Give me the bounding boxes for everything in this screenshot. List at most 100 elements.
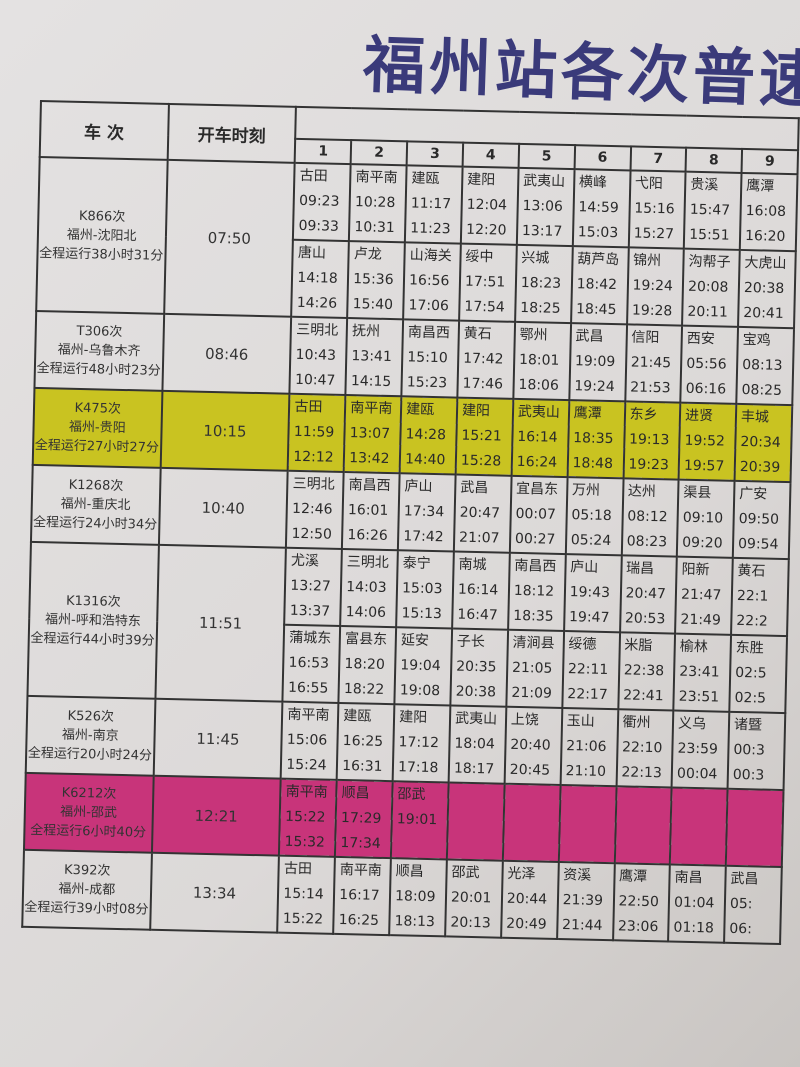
stop-station: 南昌 — [674, 869, 703, 887]
stop-station — [453, 784, 503, 810]
stop-arrival: 15:10 — [407, 349, 448, 367]
stop-departure: 11:23 — [410, 220, 451, 238]
stop-departure: 12:20 — [465, 221, 507, 239]
stop-cell: 南平南 15:22 15:32 — [279, 778, 337, 857]
stop-station: 三明北 — [292, 475, 335, 493]
stop-cell: 鹰潭 18:35 18:48 — [567, 400, 625, 479]
stop-departure: 17:46 — [462, 375, 504, 393]
stop-departure: 01:18 — [673, 919, 715, 937]
stop-station: 邵武 — [451, 864, 480, 882]
stop-station: 三明北 — [346, 554, 389, 572]
stop-station: 尤溪 — [290, 552, 320, 570]
stop-cell: 鹰潭 16:08 16:20 — [739, 172, 798, 252]
stop-arrival: 13:27 — [290, 577, 331, 595]
stop-cell: 宝鸡 08:13 08:25 — [736, 326, 795, 406]
stop-arrival: 14:18 — [297, 269, 338, 287]
stop-cell: 兴城 18:23 18:25 — [514, 244, 573, 324]
stop-cell: 弋阳 15:16 15:27 — [628, 170, 686, 249]
stop-departure: 00:04 — [676, 765, 718, 783]
stop-cell: 武夷山 16:14 16:24 — [511, 398, 570, 478]
stop-station: 绥中 — [465, 248, 494, 266]
train-info: K866次 福州-沈阳北 全程运行38小时31分 — [36, 157, 168, 314]
stop-arrival: 00:07 — [515, 505, 557, 523]
stop-cell: 进贤 19:52 19:57 — [678, 402, 737, 481]
stop-cell: 南昌西 18:12 18:35 — [507, 552, 566, 632]
stop-departure — [675, 839, 725, 865]
stop-arrival: 12:46 — [291, 500, 333, 518]
stop-departure: 17:06 — [408, 297, 450, 315]
stop-departure: 21:44 — [561, 917, 603, 934]
train-duration: 全程运行6小时40分 — [30, 822, 147, 841]
stop-station: 渠县 — [683, 484, 712, 502]
stop-departure: 18:35 — [513, 607, 554, 625]
stop-arrival — [620, 812, 670, 838]
header-stop-number: 8 — [685, 147, 743, 173]
stop-arrival: 15:36 — [353, 271, 394, 289]
stop-station: 三明北 — [296, 321, 339, 339]
stop-station: 建阳 — [461, 402, 491, 420]
stop-cell: 宜昌东 00:07 00:27 — [509, 475, 568, 555]
stop-arrival: 23:59 — [677, 740, 719, 758]
stop-station: 武夷山 — [517, 403, 561, 421]
stop-station: 进贤 — [684, 407, 714, 425]
stop-arrival: 15:21 — [461, 427, 502, 445]
stop-arrival: 21:47 — [680, 586, 722, 604]
stop-cell: 丰城 20:34 20:39 — [734, 403, 793, 483]
stop-arrival — [508, 810, 558, 836]
stop-arrival: 18:01 — [518, 351, 560, 369]
stop-arrival: 18:12 — [513, 582, 555, 600]
stop-cell: 庐山 17:34 17:42 — [397, 473, 456, 552]
stop-arrival: 20:34 — [740, 433, 781, 451]
stop-departure: 20:41 — [743, 305, 784, 322]
stop-station: 黄石 — [463, 325, 492, 343]
stop-cell: 古田 15:14 15:22 — [277, 855, 336, 934]
train-info: K526次 福州-南京 全程运行20小时24分 — [25, 695, 155, 776]
train-duration: 全程运行27小时27分 — [34, 437, 160, 456]
stop-station: 古田 — [294, 398, 323, 416]
stop-arrival: 19:04 — [400, 657, 441, 675]
stop-arrival: 20:47 — [625, 585, 667, 603]
stop-station: 武昌 — [730, 870, 759, 888]
stop-departure: 20:39 — [739, 458, 781, 476]
stop-departure: 00:27 — [514, 530, 556, 548]
stop-arrival: 17:34 — [403, 503, 445, 521]
stop-departure: 12:50 — [291, 525, 333, 543]
stop-cell: 阳新 21:47 21:49 — [675, 556, 733, 635]
stop-departure — [452, 834, 502, 860]
stop-station — [565, 786, 615, 812]
stop-arrival: 16:08 — [745, 203, 787, 220]
stop-station: 东乡 — [629, 406, 658, 424]
stop-arrival: 16:14 — [457, 581, 499, 599]
stop-station: 宝鸡 — [742, 332, 771, 349]
stop-arrival: 09:10 — [682, 509, 724, 527]
stop-arrival: 13:41 — [351, 348, 393, 366]
departure-time: 12:21 — [151, 775, 282, 856]
stop-cell — [614, 786, 672, 865]
stop-departure: 21:53 — [630, 379, 671, 397]
stop-cell: 三明北 10:43 10:47 — [289, 316, 348, 396]
stop-arrival: 14:03 — [346, 579, 387, 596]
stop-station: 建瓯 — [343, 708, 372, 725]
stop-cell: 达州 08:12 08:23 — [621, 478, 679, 557]
stop-departure: 18:06 — [518, 376, 560, 394]
stop-departure: 02:5 — [734, 689, 767, 707]
stop-station: 玉山 — [566, 713, 595, 730]
stop-station: 米脂 — [624, 637, 653, 655]
stop-departure: 22:17 — [567, 686, 608, 704]
stop-cell: 万州 05:18 05:24 — [565, 477, 624, 556]
stop-station: 绥德 — [568, 636, 597, 653]
stop-arrival: 14:28 — [405, 426, 447, 444]
stop-departure: 19:24 — [574, 378, 615, 396]
stop-station: 鹰潭 — [618, 868, 648, 885]
stop-station — [676, 789, 726, 815]
stop-departure: 20:11 — [687, 303, 729, 321]
stop-cell: 唐山 14:18 14:26 — [291, 239, 350, 319]
stop-departure: 13:42 — [348, 450, 390, 468]
stop-departure: 17:54 — [464, 298, 505, 316]
stop-station: 兴城 — [521, 249, 550, 267]
stop-cell: 大虎山 20:38 20:41 — [738, 249, 796, 329]
header-stop-number: 1 — [294, 138, 352, 165]
